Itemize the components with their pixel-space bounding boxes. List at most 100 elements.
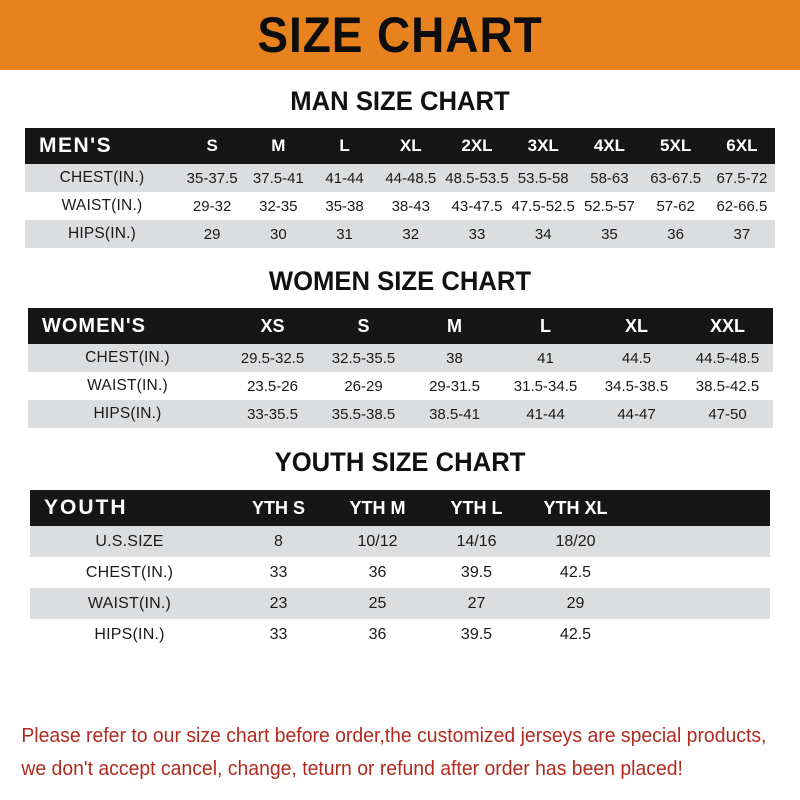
table-cell: 18/20 (555, 532, 596, 550)
table-cell: 23.5-26 (247, 377, 298, 395)
women-size-table: WOMEN'S XS S M L XL XXL CHEST(IN.) 29.5-… (28, 308, 773, 428)
women-table-header: WOMEN'S XS S M L XL XXL (28, 308, 773, 344)
table-cell: 29-31.5 (429, 377, 480, 395)
table-cell-spacer (625, 619, 770, 650)
women-size-header-xl: XL (624, 315, 648, 336)
table-cell: 47.5-52.5 (511, 197, 575, 215)
table-cell: 29-32 (192, 197, 232, 215)
women-size-header-xxl: XXL (709, 315, 745, 336)
table-cell: 41 (537, 349, 554, 367)
youth-section: YOUTH SIZE CHART YOUTH YTH S YTH M YTH L… (0, 428, 800, 650)
table-cell: 38.5-41 (429, 405, 480, 423)
table-cell: 52.5-57 (583, 197, 635, 215)
youth-row-label-hips: HIPS(IN.) (94, 625, 165, 643)
table-cell: 31.5-34.5 (513, 377, 578, 395)
page-banner: SIZE CHART (0, 0, 800, 70)
table-cell: 47-50 (708, 405, 747, 423)
youth-row-label-chest: CHEST(IN.) (85, 563, 174, 581)
table-cell: 32.5-35.5 (331, 349, 396, 367)
table-cell: 39.5 (460, 563, 493, 581)
table-cell: 29 (566, 594, 585, 612)
table-cell: 29 (203, 225, 221, 243)
men-table-header: MEN'S S M L XL 2XL 3XL 4XL 5XL 6XL (25, 128, 775, 164)
order-policy-note-line-2: we don't accept cancel, change, teturn o… (21, 758, 683, 780)
table-cell: 32 (402, 225, 420, 243)
youth-header-spacer (625, 490, 770, 526)
women-size-header-xs: XS (260, 315, 285, 336)
men-header-label: MEN'S (39, 134, 113, 157)
table-cell: 42.5 (559, 563, 592, 581)
men-size-header-6xl: 6XL (726, 136, 758, 155)
table-cell: 30 (269, 225, 287, 243)
table-header-row: YOUTH YTH S YTH M YTH L YTH XL (30, 490, 770, 526)
table-cell: 39.5 (460, 625, 493, 643)
table-row: CHEST(IN.) 33 36 39.5 42.5 (30, 557, 770, 588)
youth-table-body: U.S.SIZE 8 10/12 14/16 18/20 CHEST(IN.) … (30, 526, 770, 650)
table-cell: 34 (534, 225, 552, 243)
table-cell: 33 (269, 625, 288, 643)
men-size-table: MEN'S S M L XL 2XL 3XL 4XL 5XL 6XL CHEST… (25, 128, 775, 248)
youth-header-label: YOUTH (44, 496, 128, 519)
men-row-label-hips: HIPS(IN.) (67, 225, 137, 242)
table-row: CHEST(IN.) 35-37.5 37.5-41 41-44 44-48.5… (25, 164, 775, 192)
youth-row-label-waist: WAIST(IN.) (87, 594, 172, 612)
table-cell: 41-44 (325, 169, 364, 187)
table-cell: 27 (467, 594, 486, 612)
table-cell: 44-48.5 (385, 169, 437, 187)
table-cell: 33 (468, 225, 486, 243)
table-row: WAIST(IN.) 29-32 32-35 35-38 38-43 43-47… (25, 192, 775, 220)
youth-size-header-xl: YTH XL (543, 497, 608, 518)
youth-row-label-us-size: U.S.SIZE (95, 532, 164, 550)
men-row-label-waist: WAIST(IN.) (61, 197, 143, 214)
men-size-header-l: L (339, 136, 350, 155)
women-section: WOMEN SIZE CHART WOMEN'S XS S M L XL XXL… (0, 248, 800, 428)
women-size-header-s: S (357, 315, 370, 336)
table-row: WAIST(IN.) 23 25 27 29 (30, 588, 770, 619)
table-cell: 37.5-41 (252, 169, 304, 187)
table-cell: 34.5-38.5 (604, 377, 669, 395)
men-table-body: CHEST(IN.) 35-37.5 37.5-41 41-44 44-48.5… (25, 164, 775, 248)
table-cell: 23 (269, 594, 288, 612)
men-section: MAN SIZE CHART MEN'S S M L XL 2XL 3XL 4X… (0, 70, 800, 248)
table-cell: 44.5-48.5 (695, 349, 760, 367)
men-size-header-m: M (271, 136, 286, 155)
table-cell: 8 (274, 532, 283, 550)
table-cell-spacer (625, 557, 770, 588)
table-row: HIPS(IN.) 33 36 39.5 42.5 (30, 619, 770, 650)
table-cell: 37 (733, 225, 751, 243)
table-cell: 44-47 (617, 405, 656, 423)
table-cell: 25 (368, 594, 387, 612)
table-cell: 35-37.5 (186, 169, 238, 187)
table-cell: 53.5-58 (517, 169, 569, 187)
table-cell: 38.5-42.5 (695, 377, 760, 395)
page-title: SIZE CHART (257, 7, 543, 63)
table-cell: 57-62 (656, 197, 695, 215)
table-cell: 32-35 (259, 197, 298, 215)
table-cell: 29.5-32.5 (240, 349, 305, 367)
table-cell: 58-63 (590, 169, 629, 187)
table-cell: 48.5-53.5 (445, 169, 509, 187)
youth-table-header: YOUTH YTH S YTH M YTH L YTH XL (30, 490, 770, 526)
table-cell-spacer (625, 588, 770, 619)
table-cell: 10/12 (357, 532, 398, 550)
table-cell: 62-66.5 (716, 197, 768, 215)
table-cell: 43-47.5 (451, 197, 503, 215)
table-cell: 33-35.5 (247, 405, 298, 423)
table-header-row: MEN'S S M L XL 2XL 3XL 4XL 5XL 6XL (25, 128, 775, 164)
table-cell: 36 (368, 563, 387, 581)
women-row-label-chest: CHEST(IN.) (85, 349, 170, 366)
women-row-label-waist: WAIST(IN.) (87, 377, 168, 394)
order-policy-note-line-1: Please refer to our size chart before or… (21, 725, 767, 747)
men-row-label-chest: CHEST(IN.) (59, 169, 145, 186)
men-size-header-s: S (206, 136, 218, 155)
table-header-row: WOMEN'S XS S M L XL XXL (28, 308, 773, 344)
table-cell: 44.5 (621, 349, 652, 367)
youth-size-header-l: YTH L (450, 497, 503, 518)
table-cell: 38-43 (391, 197, 430, 215)
table-cell: 67.5-72 (716, 169, 768, 187)
table-cell: 36 (667, 225, 684, 243)
men-size-header-2xl: 2XL (461, 136, 493, 155)
women-row-label-hips: HIPS(IN.) (93, 405, 162, 422)
table-cell: 42.5 (559, 625, 592, 643)
